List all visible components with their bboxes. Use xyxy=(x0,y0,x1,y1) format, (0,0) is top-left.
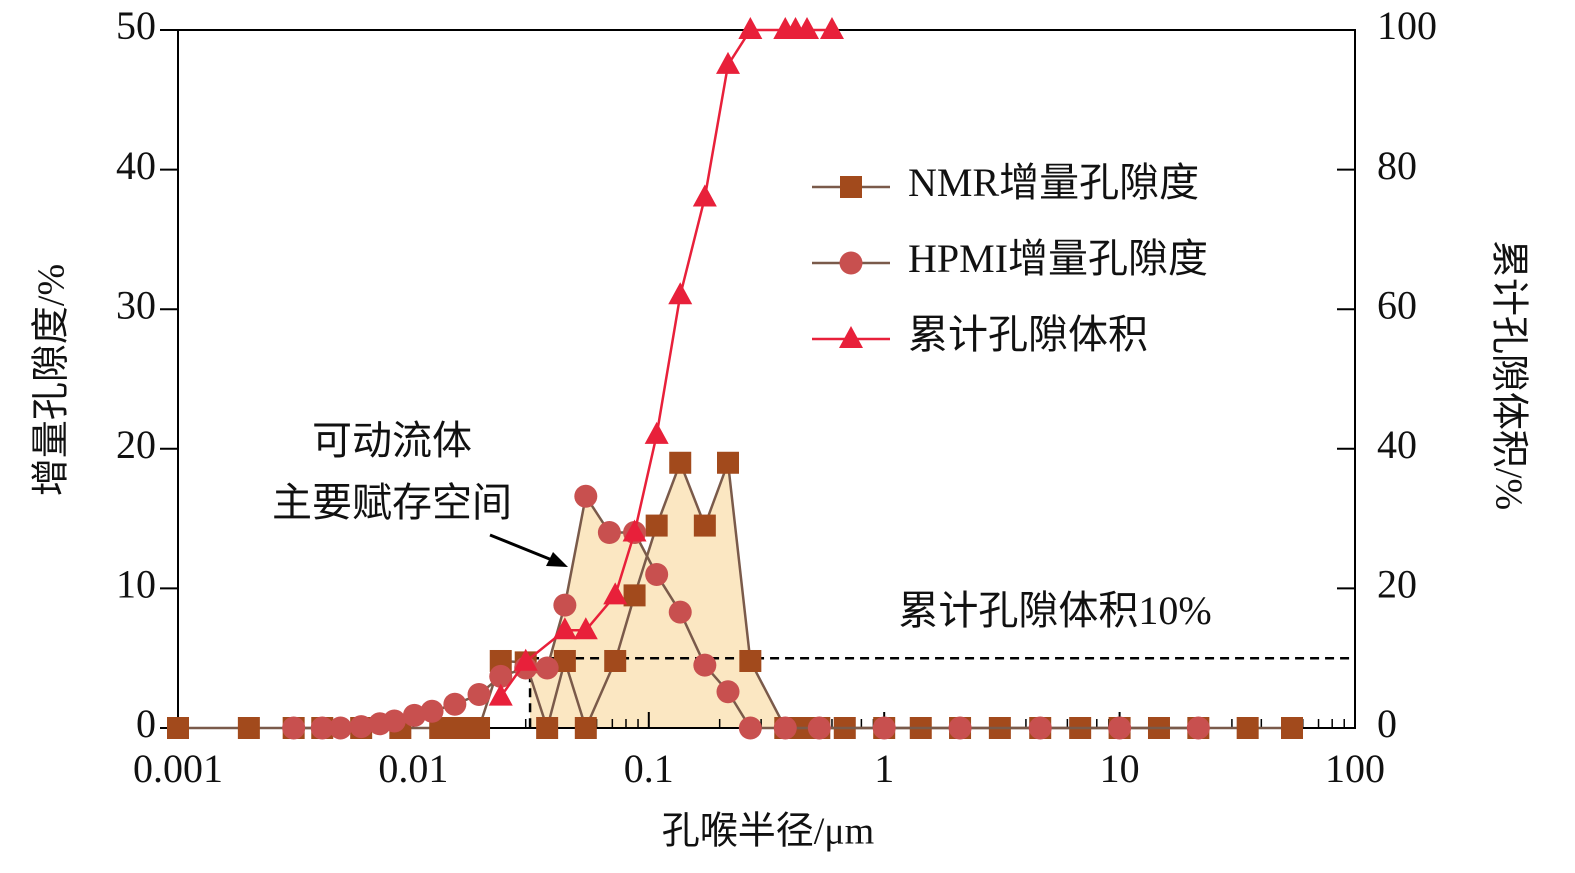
y-axis-title: 增量孔隙度/% xyxy=(31,264,73,496)
marker xyxy=(1281,717,1304,739)
marker xyxy=(623,584,646,607)
x-tick-label: 100 xyxy=(1325,746,1385,791)
marker xyxy=(795,17,820,39)
y2-tick-label: 20 xyxy=(1377,562,1417,607)
marker xyxy=(622,519,647,542)
marker xyxy=(773,716,797,740)
marker xyxy=(382,709,406,733)
marker xyxy=(693,514,716,537)
marker xyxy=(839,326,863,348)
marker xyxy=(429,717,452,739)
marker xyxy=(420,699,444,723)
marker xyxy=(644,421,669,444)
marker xyxy=(597,521,621,545)
annotation: 主要赋存空间 xyxy=(272,480,512,525)
y-tick-label: 40 xyxy=(116,143,156,188)
marker xyxy=(282,716,306,740)
marker xyxy=(668,282,693,305)
marker xyxy=(693,653,717,677)
marker xyxy=(450,717,473,739)
x-tick-label: 1 xyxy=(874,746,894,791)
marker xyxy=(603,582,628,605)
marker xyxy=(738,716,762,740)
marker xyxy=(574,717,597,739)
marker xyxy=(1236,717,1259,739)
marker xyxy=(840,176,862,198)
marker xyxy=(513,648,538,671)
marker xyxy=(1028,716,1052,740)
marker xyxy=(645,562,669,586)
marker xyxy=(948,716,972,740)
reference-label: 累计孔隙体积10% xyxy=(898,588,1211,633)
marker xyxy=(553,649,576,672)
y2-tick-label: 100 xyxy=(1377,3,1437,48)
legend-label: NMR增量孔隙度 xyxy=(908,160,1199,205)
marker xyxy=(574,484,598,508)
y-tick-label: 10 xyxy=(116,562,156,607)
y2-tick-label: 80 xyxy=(1377,143,1417,188)
y2-tick-label: 0 xyxy=(1377,701,1397,746)
marker xyxy=(807,716,831,740)
marker xyxy=(738,17,763,39)
marker xyxy=(167,717,189,739)
y-tick-label: 0 xyxy=(136,701,156,746)
marker xyxy=(692,184,717,207)
marker xyxy=(237,717,260,739)
marker xyxy=(535,656,559,680)
y-tick-label: 30 xyxy=(116,282,156,327)
marker xyxy=(489,664,513,688)
x-axis-title: 孔喉半径/μm xyxy=(662,811,875,853)
marker xyxy=(402,703,426,727)
marker xyxy=(716,51,741,74)
marker xyxy=(1186,716,1210,740)
marker xyxy=(553,593,577,617)
marker xyxy=(552,617,577,640)
marker xyxy=(1108,716,1132,740)
arrow xyxy=(489,533,553,562)
marker xyxy=(488,683,513,706)
x-tick-label: 0.01 xyxy=(378,746,448,791)
marker xyxy=(467,682,491,706)
y2-tick-label: 60 xyxy=(1377,282,1417,327)
y2-axis-title: 累计孔隙体积/% xyxy=(1487,240,1529,510)
marker xyxy=(839,251,863,275)
marker xyxy=(819,17,844,39)
x-tick-label: 0.1 xyxy=(624,746,674,791)
marker xyxy=(604,649,627,672)
arrow-head xyxy=(546,552,568,567)
legend-label: HPMI增量孔隙度 xyxy=(908,236,1208,281)
marker xyxy=(669,451,692,474)
y2-tick-label: 40 xyxy=(1377,422,1417,467)
marker xyxy=(668,600,692,624)
marker xyxy=(645,514,668,537)
marker xyxy=(872,716,896,740)
marker xyxy=(739,649,762,672)
marker xyxy=(349,715,373,739)
marker xyxy=(716,680,740,704)
marker xyxy=(536,717,559,739)
marker xyxy=(328,716,352,740)
x-tick-label: 0.001 xyxy=(133,746,223,791)
x-tick-label: 10 xyxy=(1100,746,1140,791)
marker xyxy=(717,451,740,474)
marker xyxy=(443,692,467,716)
marker xyxy=(573,617,598,640)
shaded-area xyxy=(530,462,1293,728)
legend-label: 累计孔隙体积 xyxy=(908,312,1148,357)
y-tick-label: 20 xyxy=(116,422,156,467)
annotation: 可动流体 xyxy=(312,418,472,463)
marker xyxy=(468,717,491,739)
y-tick-label: 50 xyxy=(116,3,156,48)
marker xyxy=(310,716,334,740)
